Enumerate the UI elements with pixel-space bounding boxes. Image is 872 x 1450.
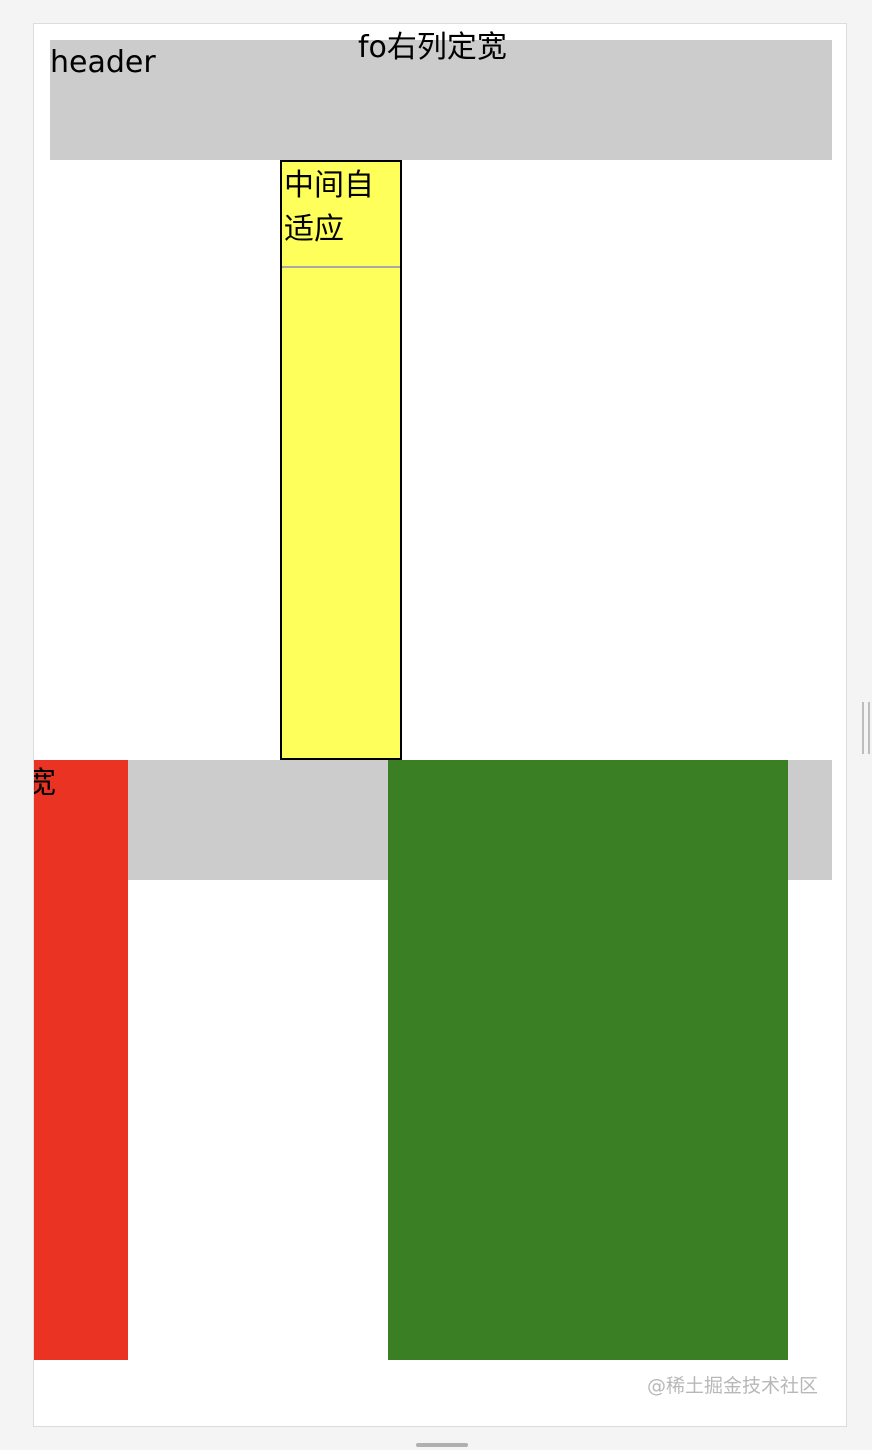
watermark: @稀土掘金技术社区 xyxy=(646,1375,818,1397)
header-label: header xyxy=(50,45,156,80)
left-column-label: 左列定宽 xyxy=(34,762,56,806)
middle-divider xyxy=(282,266,400,268)
browser-viewport: header 中间自适应 fo右列定宽 左列定宽 @稀土掘金技术社区 xyxy=(33,23,847,1427)
middle-column-label: 中间自适应 xyxy=(284,168,374,247)
bottom-drag-bar[interactable] xyxy=(416,1443,468,1447)
footer-label: fo右列定宽 xyxy=(358,30,507,65)
left-column: 左列定宽 xyxy=(34,760,128,1360)
middle-column: 中间自适应 xyxy=(280,160,402,760)
resize-handle[interactable] xyxy=(862,702,870,754)
right-column xyxy=(388,760,788,1360)
header-block: header xyxy=(50,40,832,160)
